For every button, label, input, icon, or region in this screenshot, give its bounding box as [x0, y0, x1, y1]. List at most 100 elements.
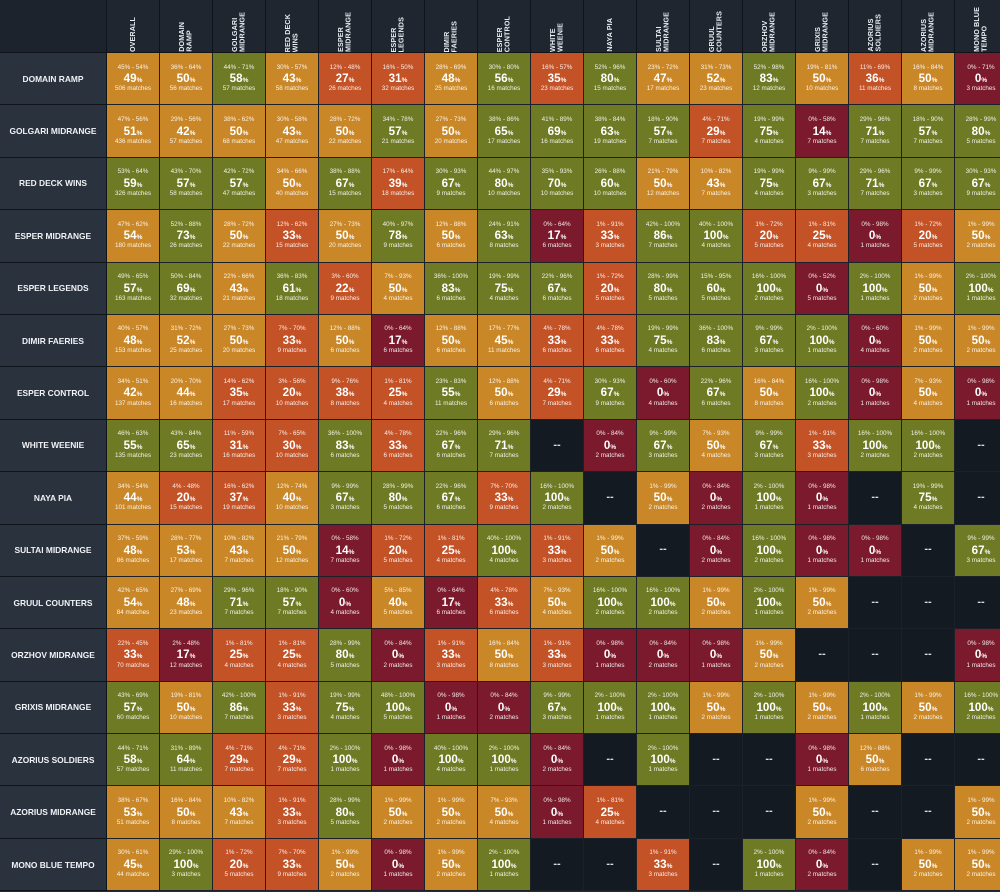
matchup-cell[interactable]: 29% - 56% 42% 57 matches — [160, 105, 213, 158]
matchup-cell[interactable]: 16% - 100% 100% 2 matches — [902, 419, 955, 473]
matchup-cell[interactable]: 1% - 99% 50% 2 matches — [372, 786, 425, 839]
column-header[interactable]: WHITE WEENIE — [531, 0, 584, 53]
matchup-cell[interactable]: 4% - 71% 29% 7 matches — [266, 734, 319, 787]
matchup-cell[interactable]: 19% - 99% 75% 4 matches — [478, 262, 531, 315]
matchup-cell[interactable]: 34% - 54% 44% 101 matches — [107, 472, 160, 525]
column-header[interactable]: ESPER MIDRANGE — [319, 0, 372, 53]
matchup-cell[interactable]: 1% - 91% 33% 3 matches — [266, 681, 319, 735]
matchup-cell[interactable]: 0% - 98% 0% 1 matches — [796, 472, 849, 525]
matchup-cell-empty[interactable]: -- — [902, 524, 955, 577]
matchup-cell[interactable]: 31% - 72% 52% 25 matches — [160, 314, 213, 368]
matchup-cell[interactable]: 16% - 100% 100% 2 matches — [584, 576, 637, 630]
matchup-cell[interactable]: 9% - 76% 38% 8 matches — [319, 367, 372, 420]
column-header[interactable]: OVERALL — [107, 0, 160, 53]
row-header[interactable]: GOLGARI MIDRANGE — [0, 105, 107, 158]
matchup-cell[interactable]: 9% - 99% 67% 3 matches — [637, 419, 690, 473]
matchup-cell[interactable]: 40% - 100% 100% 4 matches — [478, 524, 531, 577]
column-header[interactable]: ESPER CONTROL — [478, 0, 531, 53]
matchup-cell-empty[interactable]: -- — [637, 786, 690, 839]
matchup-cell-empty[interactable]: -- — [531, 838, 584, 892]
matchup-cell[interactable]: 28% - 99% 80% 5 matches — [372, 472, 425, 525]
matchup-cell[interactable]: 9% - 99% 67% 3 matches — [902, 157, 955, 211]
matchup-cell[interactable]: 0% - 98% 0% 1 matches — [372, 734, 425, 787]
matchup-cell[interactable]: 22% - 96% 67% 6 matches — [531, 262, 584, 315]
matchup-cell[interactable]: 4% - 71% 29% 7 matches — [213, 734, 266, 787]
matchup-cell[interactable]: 0% - 98% 0% 1 matches — [690, 629, 743, 682]
matchup-cell[interactable]: 36% - 100% 83% 6 matches — [690, 314, 743, 368]
matchup-cell[interactable]: 0% - 98% 0% 1 matches — [531, 786, 584, 839]
matchup-cell[interactable]: 1% - 99% 50% 2 matches — [319, 838, 372, 892]
matchup-cell[interactable]: 27% - 73% 50% 20 matches — [213, 314, 266, 368]
matchup-cell[interactable]: 16% - 100% 100% 2 matches — [849, 419, 902, 473]
matchup-cell-empty[interactable]: -- — [955, 734, 1000, 787]
matchup-cell[interactable]: 52% - 88% 73% 26 matches — [160, 210, 213, 263]
matchup-cell[interactable]: 1% - 99% 50% 2 matches — [955, 210, 1000, 263]
matchup-cell[interactable]: 1% - 72% 20% 5 matches — [372, 524, 425, 577]
column-header[interactable]: GRUUL COUNTERS — [690, 0, 743, 53]
matchup-cell[interactable]: 4% - 71% 29% 7 matches — [531, 367, 584, 420]
matchup-cell[interactable]: 9% - 99% 67% 3 matches — [319, 472, 372, 525]
matchup-cell[interactable]: 19% - 99% 75% 4 matches — [319, 681, 372, 735]
matchup-cell[interactable]: 29% - 96% 71% 7 matches — [213, 576, 266, 630]
matchup-cell[interactable]: 27% - 69% 48% 23 matches — [160, 576, 213, 630]
matchup-cell[interactable]: 16% - 100% 100% 2 matches — [637, 576, 690, 630]
matchup-cell[interactable]: 2% - 100% 100% 1 matches — [849, 681, 902, 735]
matchup-cell-empty[interactable]: -- — [849, 629, 902, 682]
matchup-cell[interactable]: 0% - 84% 0% 2 matches — [690, 472, 743, 525]
matchup-cell[interactable]: 18% - 90% 57% 7 matches — [902, 105, 955, 158]
matchup-cell[interactable]: 35% - 93% 70% 10 matches — [531, 157, 584, 211]
matchup-cell[interactable]: 36% - 100% 83% 6 matches — [319, 419, 372, 473]
matchup-cell[interactable]: 0% - 98% 0% 1 matches — [955, 367, 1000, 420]
matchup-cell[interactable]: 2% - 100% 100% 1 matches — [319, 734, 372, 787]
matchup-cell-empty[interactable]: -- — [955, 419, 1000, 473]
matchup-cell[interactable]: 17% - 64% 39% 18 matches — [372, 157, 425, 211]
matchup-cell[interactable]: 9% - 99% 67% 3 matches — [796, 157, 849, 211]
matchup-cell[interactable]: 4% - 78% 33% 6 matches — [478, 576, 531, 630]
matchup-cell[interactable]: 0% - 60% 0% 4 matches — [637, 367, 690, 420]
matchup-cell[interactable]: 38% - 88% 67% 15 matches — [319, 157, 372, 211]
matchup-cell[interactable]: 2% - 100% 100% 1 matches — [478, 734, 531, 787]
matchup-cell[interactable]: 4% - 78% 33% 6 matches — [584, 314, 637, 368]
matchup-cell[interactable]: 2% - 100% 100% 1 matches — [478, 838, 531, 892]
matchup-cell-empty[interactable]: -- — [849, 576, 902, 630]
matchup-cell[interactable]: 40% - 57% 48% 153 matches — [107, 314, 160, 368]
matchup-cell[interactable]: 1% - 91% 33% 3 matches — [425, 629, 478, 682]
column-header[interactable]: GRIXIS MIDRANGE — [796, 0, 849, 53]
matchup-cell[interactable]: 28% - 69% 48% 25 matches — [425, 53, 478, 106]
matchup-cell[interactable]: 9% - 99% 67% 3 matches — [743, 419, 796, 473]
matchup-cell-empty[interactable]: -- — [584, 472, 637, 525]
column-header[interactable]: GOLGARI MIDRANGE — [213, 0, 266, 53]
matchup-cell[interactable]: 0% - 84% 0% 2 matches — [372, 629, 425, 682]
matchup-cell[interactable]: 1% - 99% 50% 2 matches — [743, 629, 796, 682]
matchup-cell[interactable]: 4% - 78% 33% 6 matches — [531, 314, 584, 368]
matchup-cell[interactable]: 1% - 81% 25% 4 matches — [372, 367, 425, 420]
matchup-cell[interactable]: 1% - 91% 33% 3 matches — [637, 838, 690, 892]
matchup-cell[interactable]: 2% - 100% 100% 1 matches — [743, 681, 796, 735]
matchup-cell-empty[interactable]: -- — [849, 786, 902, 839]
matchup-cell[interactable]: 22% - 66% 43% 21 matches — [213, 262, 266, 315]
matchup-cell[interactable]: 23% - 83% 55% 11 matches — [425, 367, 478, 420]
row-header[interactable]: GRIXIS MIDRANGE — [0, 681, 107, 735]
matchup-cell-empty[interactable]: -- — [955, 576, 1000, 630]
matchup-cell[interactable]: 19% - 81% 50% 10 matches — [796, 53, 849, 106]
row-header[interactable]: NAYA PIA — [0, 472, 107, 525]
matchup-cell[interactable]: 1% - 99% 50% 2 matches — [955, 838, 1000, 892]
matchup-cell[interactable]: 52% - 98% 83% 12 matches — [743, 53, 796, 106]
matchup-cell[interactable]: 17% - 77% 45% 11 matches — [478, 314, 531, 368]
matchup-cell[interactable]: 1% - 81% 25% 4 matches — [213, 629, 266, 682]
matchup-cell[interactable]: 9% - 99% 67% 3 matches — [955, 524, 1000, 577]
matchup-cell[interactable]: 10% - 82% 43% 7 matches — [690, 157, 743, 211]
matchup-cell[interactable]: 47% - 62% 54% 180 matches — [107, 210, 160, 263]
matchup-cell[interactable]: 0% - 98% 0% 1 matches — [955, 629, 1000, 682]
matchup-cell[interactable]: 0% - 64% 17% 6 matches — [372, 314, 425, 368]
matchup-cell[interactable]: 38% - 67% 53% 51 matches — [107, 786, 160, 839]
matchup-cell[interactable]: 40% - 100% 100% 4 matches — [425, 734, 478, 787]
matchup-cell[interactable]: 16% - 84% 50% 8 matches — [902, 53, 955, 106]
matchup-cell[interactable]: 42% - 65% 54% 84 matches — [107, 576, 160, 630]
matchup-cell[interactable]: 41% - 89% 69% 16 matches — [531, 105, 584, 158]
matchup-cell[interactable]: 44% - 71% 58% 57 matches — [107, 734, 160, 787]
matchup-cell[interactable]: 16% - 84% 50% 8 matches — [478, 629, 531, 682]
matchup-cell[interactable]: 4% - 48% 20% 15 matches — [160, 472, 213, 525]
matchup-cell[interactable]: 28% - 99% 80% 5 matches — [319, 786, 372, 839]
matchup-cell[interactable]: 4% - 78% 33% 6 matches — [372, 419, 425, 473]
